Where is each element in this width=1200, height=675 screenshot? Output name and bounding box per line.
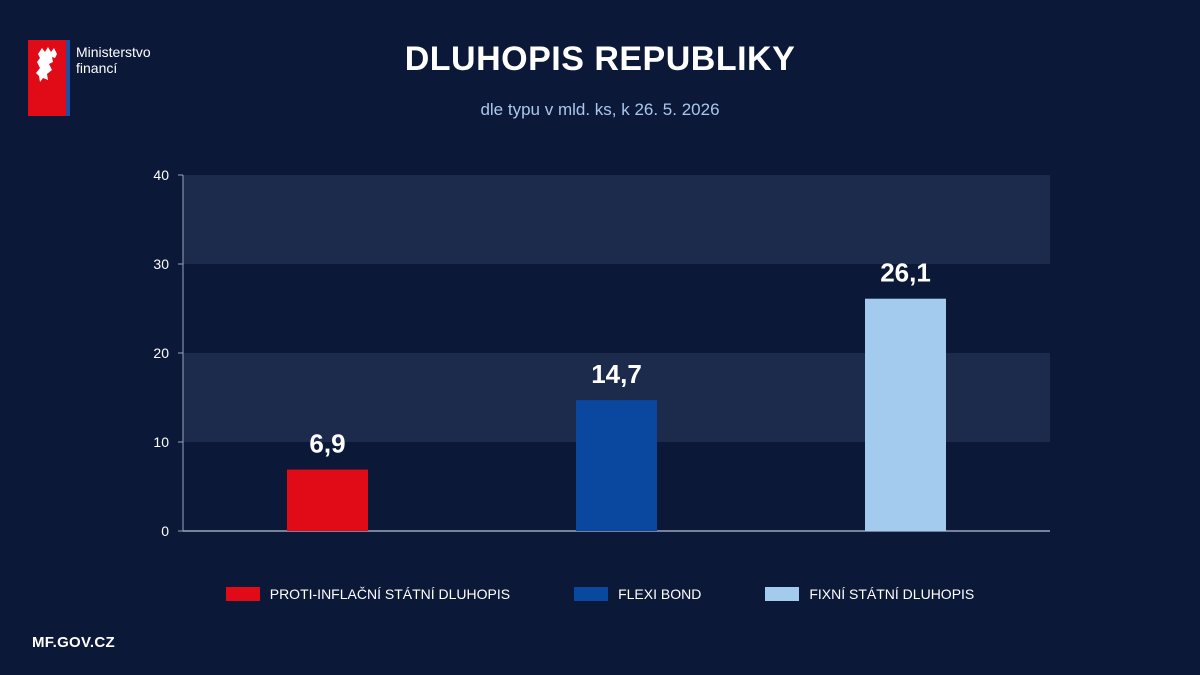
legend-item: FLEXI BOND <box>574 586 701 602</box>
bar-value-label: 14,7 <box>591 359 642 389</box>
legend-label: FIXNÍ STÁTNÍ DLUHOPIS <box>809 586 975 602</box>
ministry-logo: Ministerstvo financí <box>28 40 151 116</box>
bar-value-label: 6,9 <box>309 429 345 459</box>
legend-swatch <box>225 587 260 601</box>
legend-swatch <box>574 587 609 601</box>
grid-band <box>183 175 1050 264</box>
legend-label: PROTI-INFLAČNÍ STÁTNÍ DLUHOPIS <box>269 586 511 602</box>
chart-legend: PROTI-INFLAČNÍ STÁTNÍ DLUHOPIS FLEXI BOND… <box>0 586 1200 602</box>
chart-subtitle: dle typu v mld. ks, k 26. 5. 2026 <box>480 100 720 119</box>
y-tick-label: 0 <box>161 523 169 539</box>
logo-text: Ministerstvo financí <box>76 40 151 116</box>
bar <box>865 298 946 531</box>
y-tick-label: 20 <box>153 345 169 361</box>
logo-line-1: Ministerstvo <box>76 44 151 60</box>
lion-emblem-icon <box>28 40 70 116</box>
y-tick-label: 30 <box>153 256 169 272</box>
y-tick-label: 40 <box>153 167 169 183</box>
footer-url[interactable]: MF.GOV.CZ <box>32 634 115 651</box>
bar-value-label: 26,1 <box>880 258 931 288</box>
logo-line-2: financí <box>76 60 118 76</box>
legend-label: FLEXI BOND <box>618 586 702 602</box>
legend-swatch <box>765 587 800 601</box>
chart-title: DLUHOPIS REPUBLIKY <box>404 40 796 78</box>
bar <box>287 469 368 531</box>
legend-item: PROTI-INFLAČNÍ STÁTNÍ DLUHOPIS <box>225 586 511 602</box>
legend-item: FIXNÍ STÁTNÍ DLUHOPIS <box>765 586 974 602</box>
y-tick-label: 10 <box>153 434 169 450</box>
bar <box>576 400 657 531</box>
